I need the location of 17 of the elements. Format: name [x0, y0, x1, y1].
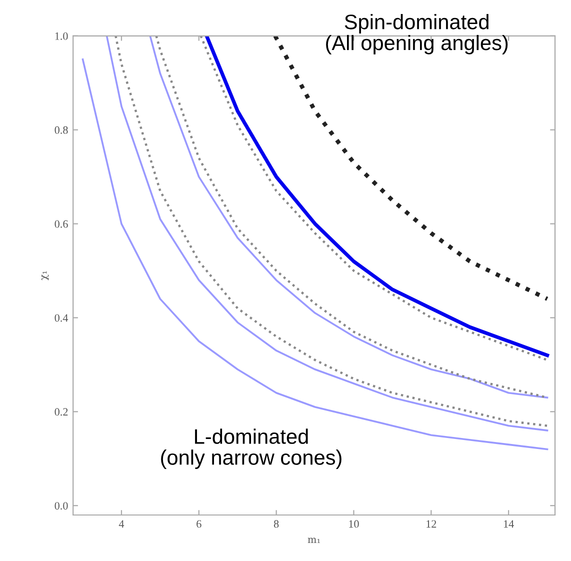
line-series: [273, 36, 550, 302]
y-tick-label: 0.0: [54, 502, 68, 510]
x-tick-label: 12: [426, 520, 436, 528]
x-axis-title: m₁: [308, 538, 320, 543]
y-tick-label: 0.4: [54, 314, 68, 322]
y-axis-title: χ₁: [41, 271, 49, 280]
x-tick-label: 6: [196, 520, 202, 528]
x-tick-label: 14: [504, 520, 514, 528]
x-tick-label: 8: [274, 520, 279, 528]
x-tick-label: 10: [349, 520, 359, 528]
annotation: L-dominated (only narrow cones): [161, 428, 342, 469]
y-tick-label: 1.0: [55, 32, 68, 40]
annotation: Spin-dominated (All opening angles): [326, 14, 508, 54]
x-tick-label: 4: [118, 520, 124, 528]
y-tick-label: 0.8: [54, 126, 68, 134]
y-tick-label: 0.2: [54, 408, 68, 416]
y-tick-label: 0.6: [54, 220, 68, 228]
